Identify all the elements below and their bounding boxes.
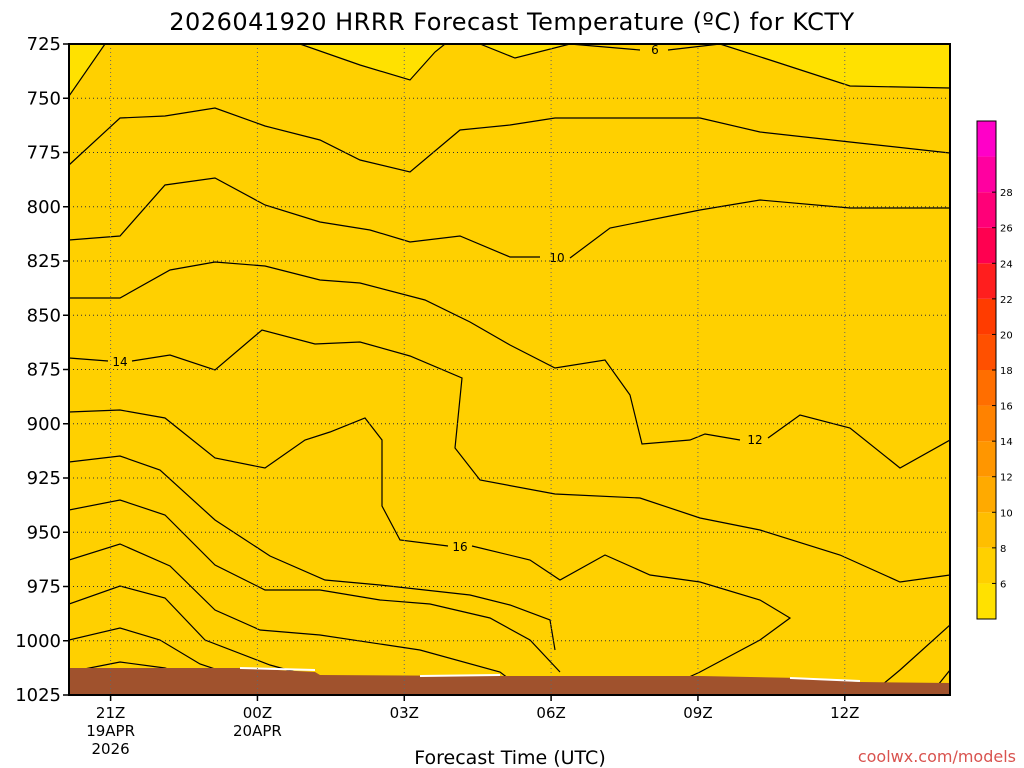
x-tick-label-21Z-line1: 21Z xyxy=(96,704,125,722)
y-tick-label-750: 750 xyxy=(27,88,61,109)
colorbar-swatch-22 xyxy=(977,263,996,299)
colorbar-label-10: 10 xyxy=(1000,508,1013,519)
colorbar-label-12: 12 xyxy=(1000,473,1013,484)
colorbar-swatch-14 xyxy=(977,405,996,442)
x-tick-label-06Z-line1: 06Z xyxy=(536,704,565,722)
contour-label-12: 12 xyxy=(747,433,762,447)
y-tick-label-950: 950 xyxy=(27,522,61,543)
colorbar-swatch-8 xyxy=(977,512,996,548)
ground-surface xyxy=(69,668,950,695)
colorbar-label-26: 26 xyxy=(1000,224,1013,235)
y-tick-label-925: 925 xyxy=(27,468,61,489)
colorbar-swatch-6 xyxy=(977,547,996,584)
colorbar-label-18: 18 xyxy=(1000,366,1013,377)
contour-label-16: 16 xyxy=(452,540,467,554)
y-axis: 725 750 775 800 825 850 875 900 925 950 975 1000 102… xyxy=(15,34,69,706)
colorbar-label-16: 16 xyxy=(1000,402,1013,413)
colorbar-label-22: 22 xyxy=(1000,295,1013,306)
colorbar-swatch-30 xyxy=(977,121,996,157)
x-tick-label-21Z-line2: 19APR xyxy=(86,722,135,740)
contour-line-6b xyxy=(299,44,446,81)
colorbar-swatch-26 xyxy=(977,192,996,228)
credit-link[interactable]: coolwx.com/models xyxy=(858,747,1016,766)
contour-line-20 xyxy=(69,499,561,673)
x-tick-label-03Z-line1: 03Z xyxy=(390,704,419,722)
y-tick-label-800: 800 xyxy=(27,197,61,218)
y-tick-label-1025: 1025 xyxy=(15,685,61,706)
contour-line-6c xyxy=(479,44,641,59)
colorbar-swatch-4 xyxy=(977,583,996,619)
colorbar-swatch-16 xyxy=(977,370,996,406)
ground-surface-edge xyxy=(239,667,861,682)
x-tick-label-00Z-line1: 00Z xyxy=(243,704,272,722)
x-tick-label-00Z-line2: 20APR xyxy=(233,722,282,740)
colorbar-label-20: 20 xyxy=(1000,330,1013,341)
contour-label-10: 10 xyxy=(549,251,564,265)
contour-label-14: 14 xyxy=(112,355,127,369)
chart-title: 2026041920 HRRR Forecast Temperature (ºC… xyxy=(169,8,854,36)
y-tick-label-975: 975 xyxy=(27,577,61,598)
contour-line-16 xyxy=(69,409,792,695)
colorbar-swatch-10 xyxy=(977,476,996,513)
colorbar-swatch-20 xyxy=(977,298,996,335)
y-tick-label-825: 825 xyxy=(27,251,61,272)
y-tick-label-775: 775 xyxy=(27,143,61,164)
band-fill-below-6 xyxy=(69,44,950,96)
colorbar-label-8: 8 xyxy=(1000,544,1006,555)
colorbar-swatch-24 xyxy=(977,227,996,264)
x-axis-label: Forecast Time (UTC) xyxy=(414,747,605,768)
colorbar-label-24: 24 xyxy=(1000,259,1013,270)
y-tick-label-1000: 1000 xyxy=(15,631,61,652)
y-tick-label-900: 900 xyxy=(27,414,61,435)
contour-line-14 xyxy=(69,329,950,583)
contour-line-6a xyxy=(69,44,106,97)
contour-line-6d xyxy=(667,44,950,89)
y-tick-label-875: 875 xyxy=(27,360,61,381)
y-tick-label-850: 850 xyxy=(27,305,61,326)
colorbar: 6 8 10 12 14 16 18 20 22 24 26 28 xyxy=(976,120,1013,620)
contour-line-12 xyxy=(69,261,950,469)
contour-label-6: 6 xyxy=(651,43,659,57)
colorbar-label-28: 28 xyxy=(1000,188,1013,199)
x-tick-label-12Z-line1: 12Z xyxy=(830,704,859,722)
plot-area: 6 10 12 14 16 xyxy=(69,43,950,695)
contour-line-22 xyxy=(69,543,531,695)
gridlines xyxy=(69,44,950,695)
contour-line-8 xyxy=(69,107,950,173)
colorbar-label-6: 6 xyxy=(1000,579,1006,590)
colorbar-swatch-12 xyxy=(977,441,996,477)
contour-line-18 xyxy=(69,455,556,651)
x-tick-label-21Z-line3: 2026 xyxy=(92,740,130,758)
contour-lines xyxy=(69,44,950,695)
contour-line-10 xyxy=(69,177,950,259)
x-tick-label-09Z-line1: 09Z xyxy=(683,704,712,722)
colorbar-swatch-28 xyxy=(977,156,996,193)
y-tick-label-725: 725 xyxy=(27,34,61,55)
colorbar-swatch-18 xyxy=(977,334,996,370)
colorbar-label-14: 14 xyxy=(1000,437,1013,448)
